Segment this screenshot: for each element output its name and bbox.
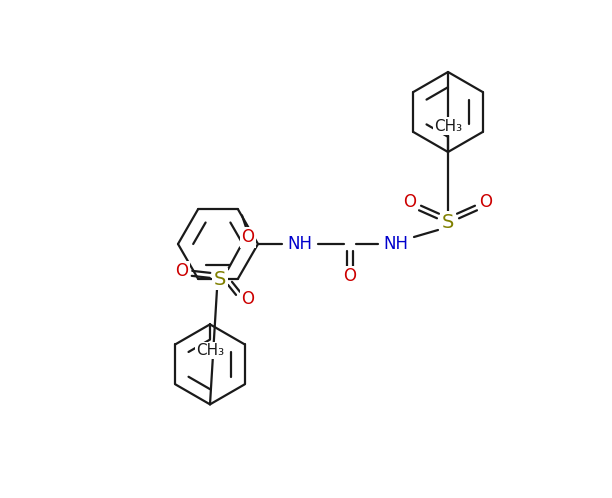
Text: CH₃: CH₃ xyxy=(434,119,462,133)
Text: O: O xyxy=(403,193,417,211)
Text: S: S xyxy=(442,213,454,232)
Text: O: O xyxy=(242,229,255,247)
Text: O: O xyxy=(176,262,188,280)
Text: CH₃: CH₃ xyxy=(196,343,224,358)
Text: O: O xyxy=(343,267,357,285)
Text: S: S xyxy=(214,270,226,289)
Text: O: O xyxy=(479,193,493,211)
Text: NH: NH xyxy=(288,235,313,253)
Text: NH: NH xyxy=(384,235,408,253)
Text: O: O xyxy=(242,290,255,308)
